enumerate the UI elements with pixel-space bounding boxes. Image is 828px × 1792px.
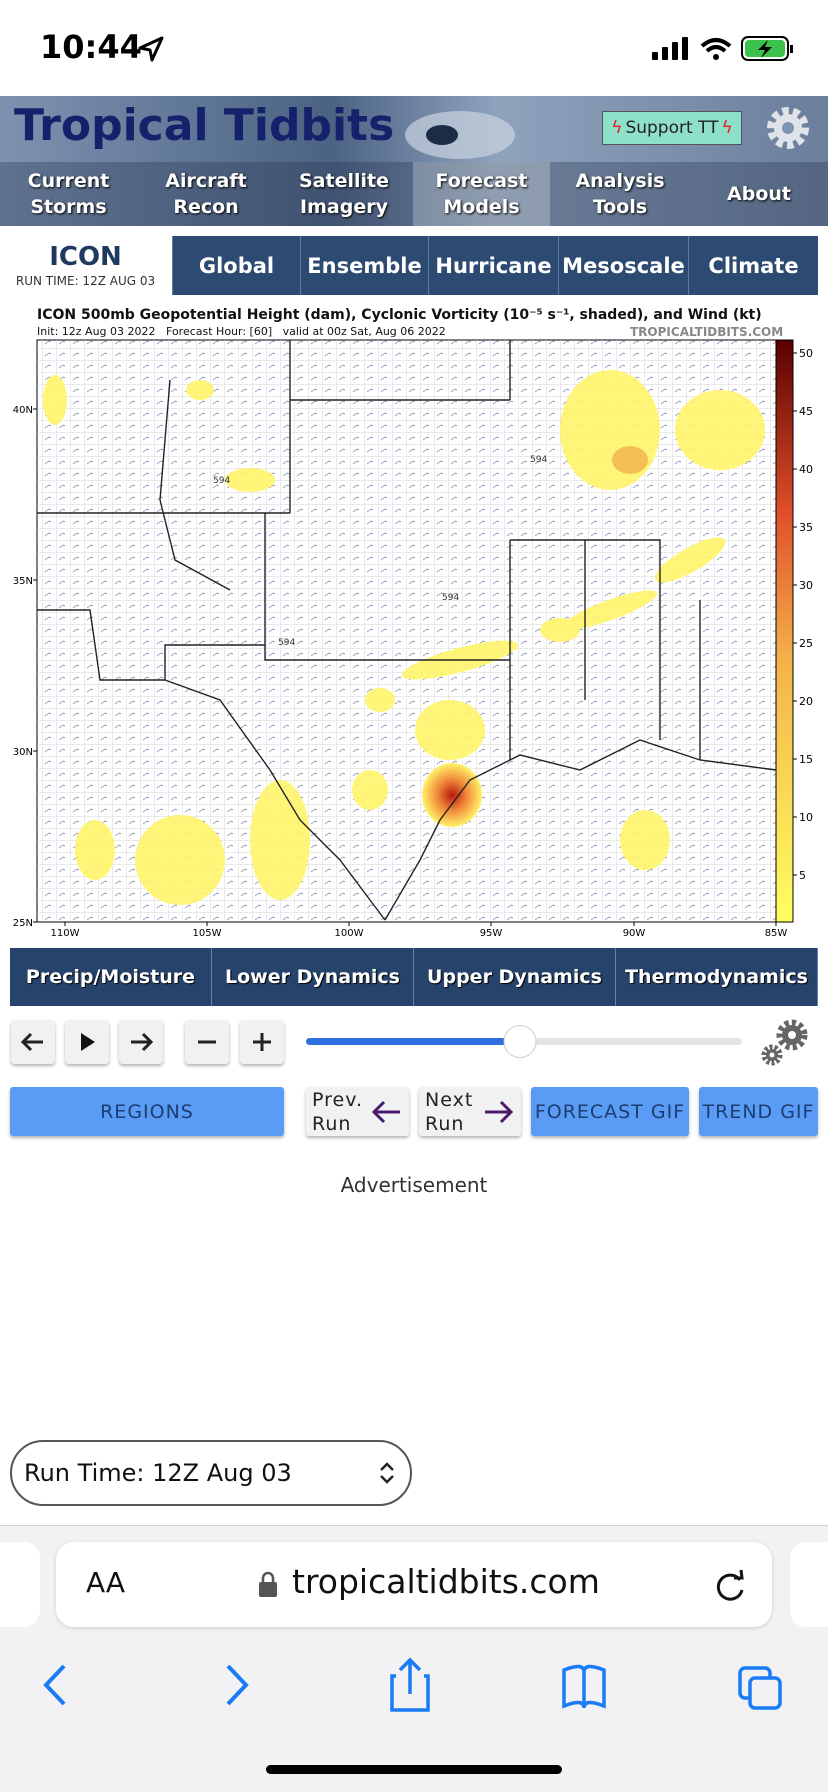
model-run-time: RUN TIME: 12Z AUG 03 — [15, 274, 156, 288]
contour-label: 594 — [442, 593, 459, 603]
lat-label: 35N — [13, 576, 33, 587]
lon-label: 100W — [335, 928, 364, 939]
prev-run-button[interactable]: Prev. Run — [306, 1087, 409, 1136]
colorbar-label: 30 — [799, 579, 813, 592]
map-title: ICON 500mb Geopotential Height (dam), Cy… — [37, 307, 762, 323]
support-button[interactable]: ϟ Support TT ϟ — [602, 111, 742, 145]
nav-active — [413, 162, 550, 226]
lat-label: 40N — [13, 405, 33, 416]
address-bar[interactable]: AA tropicaltidbits.com — [56, 1542, 772, 1627]
nav-link[interactable]: Aircraft Recon — [165, 170, 247, 218]
model-tab[interactable]: Climate — [688, 236, 818, 295]
colorbar-label: 35 — [799, 521, 813, 534]
contour-label: 594 — [213, 476, 230, 486]
trend-gif-button[interactable]: TREND GIF — [699, 1087, 818, 1136]
model-info: ICON RUN TIME: 12Z AUG 03 — [0, 236, 171, 295]
nav-link[interactable]: Current Storms — [27, 170, 110, 218]
category-tab[interactable]: Thermodynamics — [616, 948, 818, 1006]
settings-gear[interactable] — [760, 100, 816, 156]
colorbar-label: 5 — [799, 869, 806, 882]
colorbar-label: 15 — [799, 753, 813, 766]
step-forward[interactable] — [119, 1020, 163, 1064]
state-lines — [37, 340, 777, 921]
reload-icon[interactable] — [710, 1566, 750, 1606]
model-name: ICON — [49, 242, 122, 272]
model-tab[interactable]: Mesoscale — [558, 236, 688, 295]
regions-button[interactable]: REGIONS — [10, 1087, 284, 1136]
prev-run-label: Prev. Run — [312, 1088, 364, 1135]
forecast-gif-button[interactable]: FORECAST GIF — [531, 1087, 689, 1136]
prev-tab-preview — [0, 1542, 40, 1627]
vorticity-max — [422, 763, 482, 827]
hurricane-image — [405, 111, 515, 159]
url: tropicaltidbits.com — [292, 1562, 600, 1601]
nav-link[interactable]: About — [727, 183, 791, 205]
time-slider[interactable] — [300, 1020, 750, 1064]
colorbar-label: 10 — [799, 811, 813, 824]
logo[interactable]: Tropical Tidbits — [14, 100, 395, 151]
next-run-button[interactable]: Next Run — [419, 1087, 521, 1136]
nav-link[interactable]: Satellite Imagery — [299, 170, 389, 218]
nav-link[interactable]: Forecast Models — [435, 170, 528, 218]
play[interactable] — [65, 1020, 109, 1064]
lon-label: 105W — [193, 928, 222, 939]
model-tab[interactable]: Ensemble — [300, 236, 428, 295]
colorbar-label: 45 — [799, 405, 813, 418]
step-back[interactable] — [11, 1020, 55, 1064]
colorbar-label: 20 — [799, 695, 813, 708]
zoom-in[interactable] — [240, 1020, 284, 1064]
contour-label: 594 — [278, 638, 295, 648]
category-tab[interactable]: Upper Dynamics — [414, 948, 616, 1006]
lon-label: 85W — [765, 928, 788, 939]
run-time-select[interactable]: Run Time: 12Z Aug 03 — [10, 1440, 412, 1506]
lat-label: 25N — [13, 918, 33, 929]
nav-bar — [0, 162, 828, 226]
colorbar — [775, 339, 794, 923]
lon-label: 90W — [623, 928, 646, 939]
category-tab[interactable]: Precip/Moisture — [10, 948, 212, 1006]
colorbar-label: 40 — [799, 463, 813, 476]
browser-nav-icons — [43, 1657, 782, 1712]
animation-settings[interactable] — [758, 1015, 818, 1071]
contour-label: 594 — [530, 455, 547, 465]
model-tab[interactable]: Hurricane — [428, 236, 558, 295]
colorbar-label: 50 — [799, 347, 813, 360]
location-icon — [138, 36, 164, 62]
status-icons — [652, 36, 793, 61]
zoom-out[interactable] — [185, 1020, 229, 1064]
lon-label: 110W — [51, 928, 80, 939]
nav-link[interactable]: Analysis Tools — [575, 170, 665, 218]
lon-label: 95W — [480, 928, 503, 939]
reader-aa[interactable]: AA — [86, 1566, 126, 1599]
support-label: Support TT — [625, 118, 719, 138]
category-tab[interactable]: Lower Dynamics — [212, 948, 414, 1006]
home-indicator — [266, 1765, 562, 1774]
lock-icon — [259, 1571, 277, 1597]
lat-label: 30N — [13, 747, 33, 758]
vorticity-max — [612, 446, 648, 474]
next-run-label: Next Run — [425, 1088, 474, 1135]
colorbar-label: 25 — [799, 637, 813, 650]
ad-label: Advertisement — [340, 1173, 488, 1197]
run-time-select-label: Run Time: 12Z Aug 03 — [24, 1459, 292, 1487]
model-tab[interactable]: Global — [172, 236, 300, 295]
map-credit: TROPICALTIDBITS.COM — [630, 325, 784, 339]
forecast-map: 40N 35N 30N 25N 110W 105W 100W 95W 90W 85W 50 45 40 3… — [13, 339, 813, 939]
next-tab-preview — [790, 1542, 828, 1627]
status-time: 10:44 — [40, 28, 142, 66]
map-subtitle: Init: 12z Aug 03 2022 Forecast Hour: [60… — [37, 325, 446, 338]
